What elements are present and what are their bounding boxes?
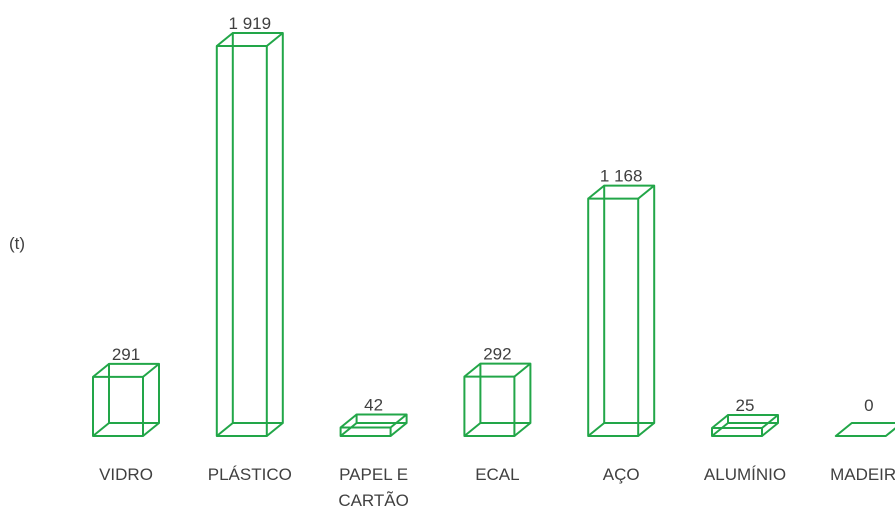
category-label: MADEIRA [830, 465, 895, 484]
category-label: AÇO [603, 465, 640, 484]
category-label: PLÁSTICO [208, 465, 292, 484]
category-label: VIDRO [99, 465, 153, 484]
y-axis-label: (t) [9, 234, 26, 253]
value-label: 42 [364, 395, 383, 414]
category-label: PAPEL E [339, 465, 408, 484]
value-label: 1 168 [600, 167, 643, 186]
value-label: 1 919 [229, 14, 272, 33]
value-label: 25 [736, 396, 755, 415]
value-label: 292 [483, 345, 511, 364]
category-label: ECAL [475, 465, 519, 484]
category-label: CARTÃO [338, 491, 409, 510]
value-label: 0 [864, 396, 873, 415]
bar-6: 0 [834, 396, 895, 437]
bar-3: 292 [463, 345, 532, 437]
value-label: 291 [112, 345, 140, 364]
category-label: ALUMÍNIO [704, 465, 786, 484]
bar-4: 1 168 [587, 167, 656, 437]
bar-5: 25 [711, 396, 779, 437]
bar-1: 1 919 [215, 14, 284, 437]
bar-2: 42 [339, 395, 408, 437]
bar-0: 291 [92, 345, 160, 438]
